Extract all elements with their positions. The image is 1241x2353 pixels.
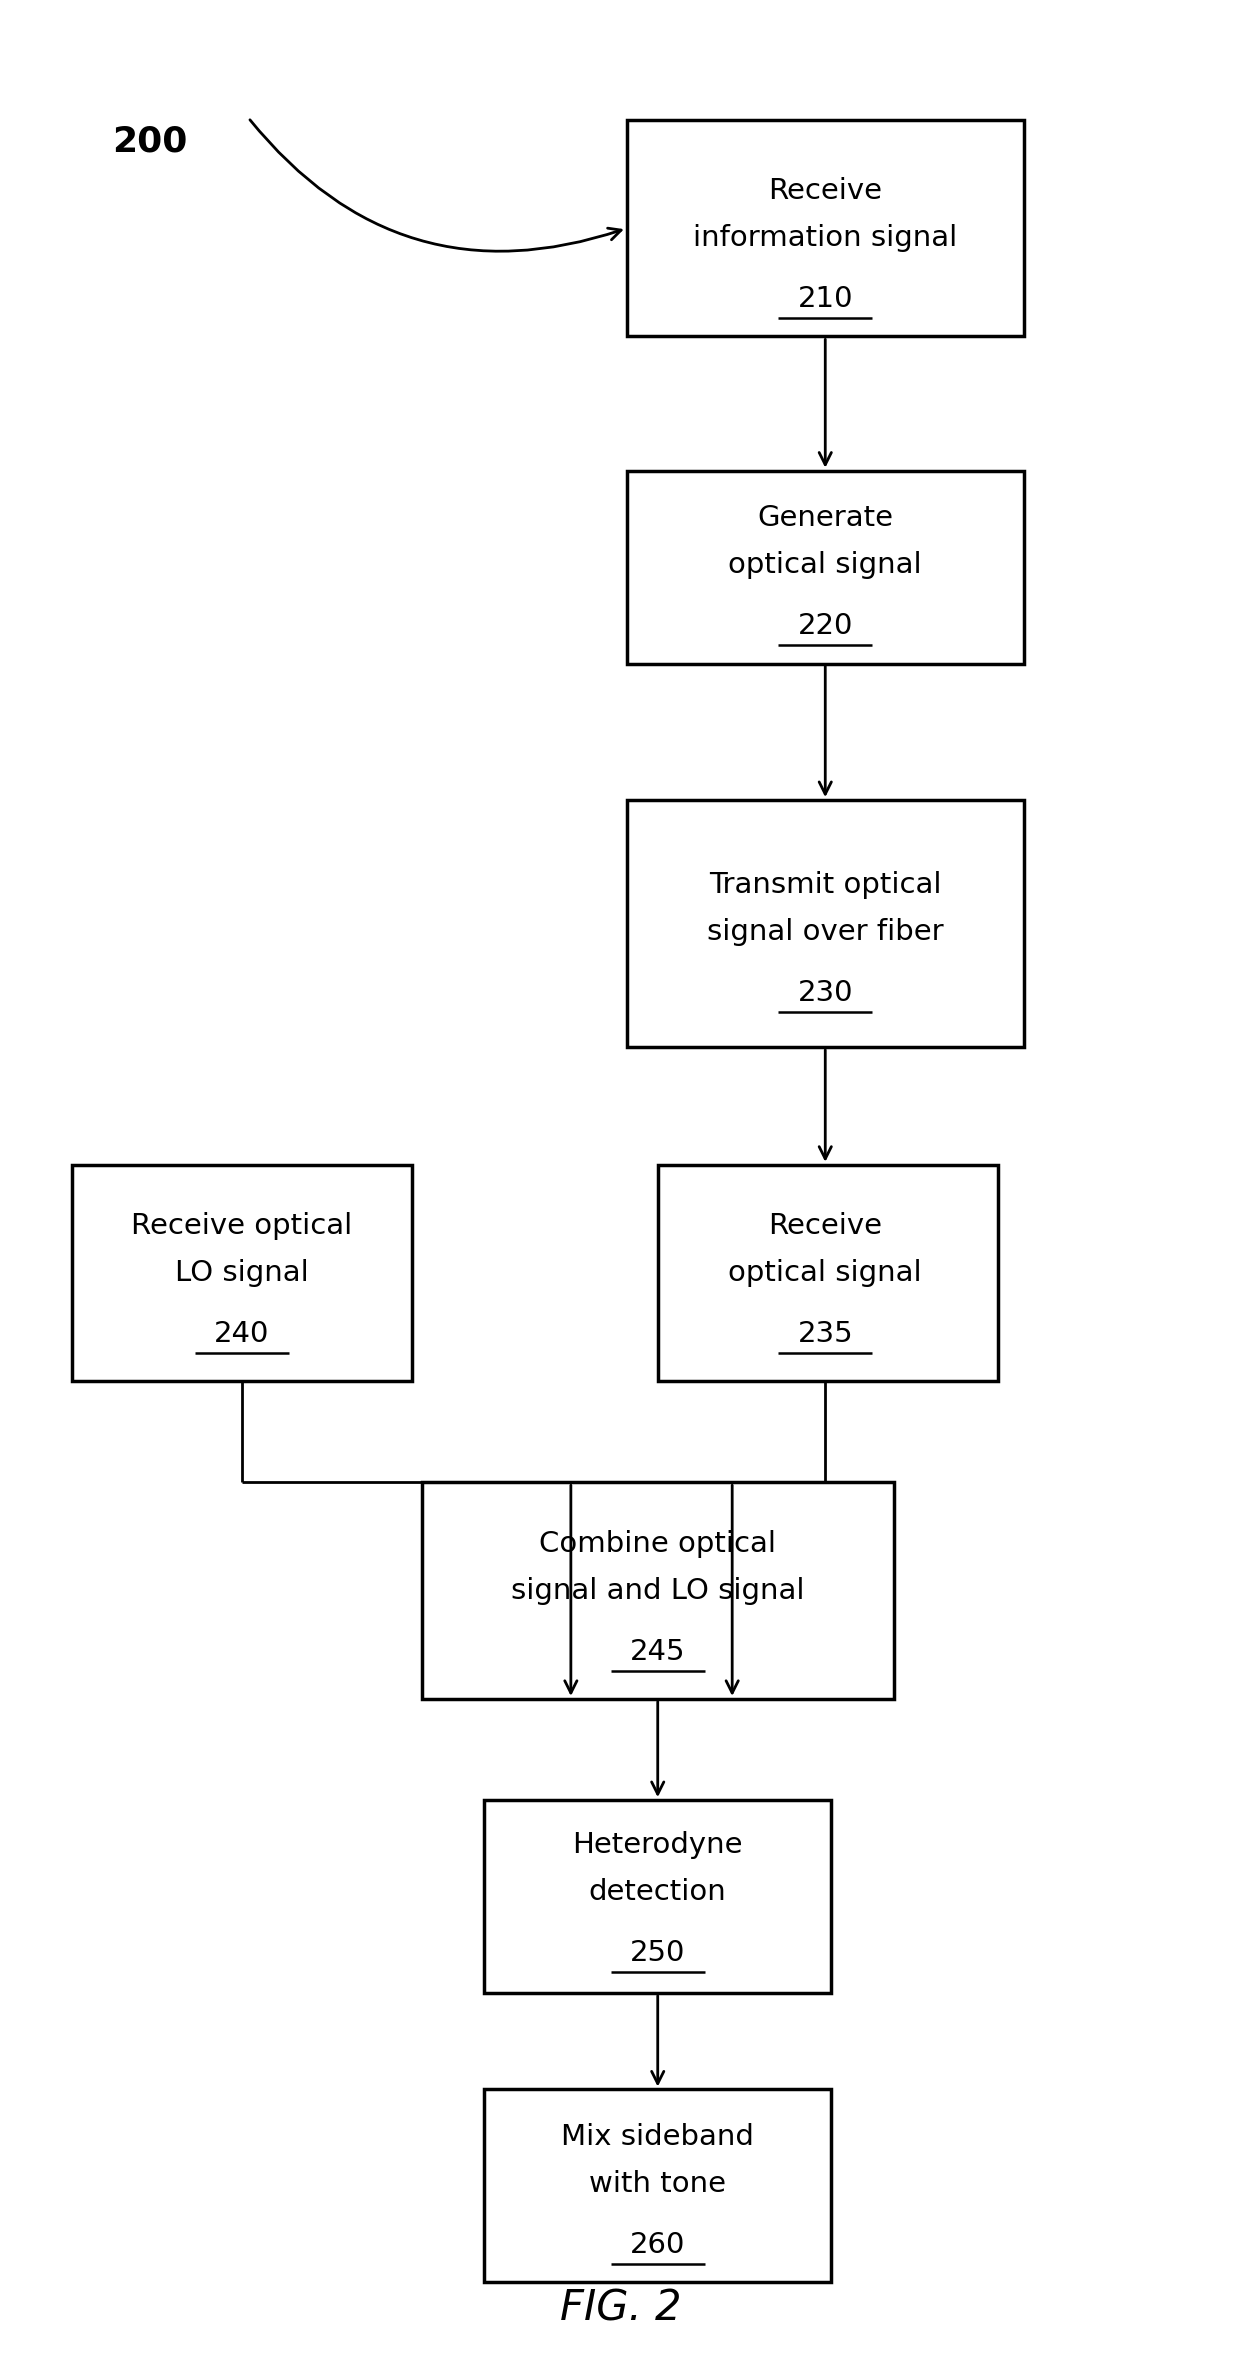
Bar [627,800,1024,1047]
Text: Combine optical: Combine optical [540,1529,776,1558]
Text: optical signal: optical signal [728,1259,922,1287]
Text: information signal: information signal [694,224,957,252]
Bar [627,120,1024,336]
Text: FIG. 2: FIG. 2 [560,2287,681,2329]
Bar [72,1165,412,1381]
Text: 260: 260 [630,2231,685,2259]
Text: Mix sideband: Mix sideband [561,2122,755,2151]
Text: Heterodyne: Heterodyne [572,1831,743,1859]
Text: 220: 220 [798,612,853,640]
Text: Receive: Receive [768,176,882,205]
Text: signal over fiber: signal over fiber [707,918,943,946]
Text: Generate: Generate [757,504,894,532]
Text: 235: 235 [798,1320,853,1348]
Text: 250: 250 [630,1939,685,1967]
Bar [484,2089,831,2282]
Text: 210: 210 [798,285,853,313]
Bar [627,471,1024,664]
Text: with tone: with tone [589,2169,726,2198]
Text: 245: 245 [630,1638,685,1666]
Bar [422,1482,894,1699]
Text: Receive optical: Receive optical [132,1212,352,1240]
Text: Receive: Receive [768,1212,882,1240]
Text: 240: 240 [215,1320,269,1348]
Text: detection: detection [589,1878,726,1906]
Bar [658,1165,998,1381]
Text: Transmit optical: Transmit optical [709,871,942,899]
Text: signal and LO signal: signal and LO signal [511,1577,804,1605]
Text: LO signal: LO signal [175,1259,309,1287]
Bar [484,1800,831,1993]
Text: optical signal: optical signal [728,551,922,579]
Text: 200: 200 [112,125,187,158]
Text: 230: 230 [798,979,853,1007]
